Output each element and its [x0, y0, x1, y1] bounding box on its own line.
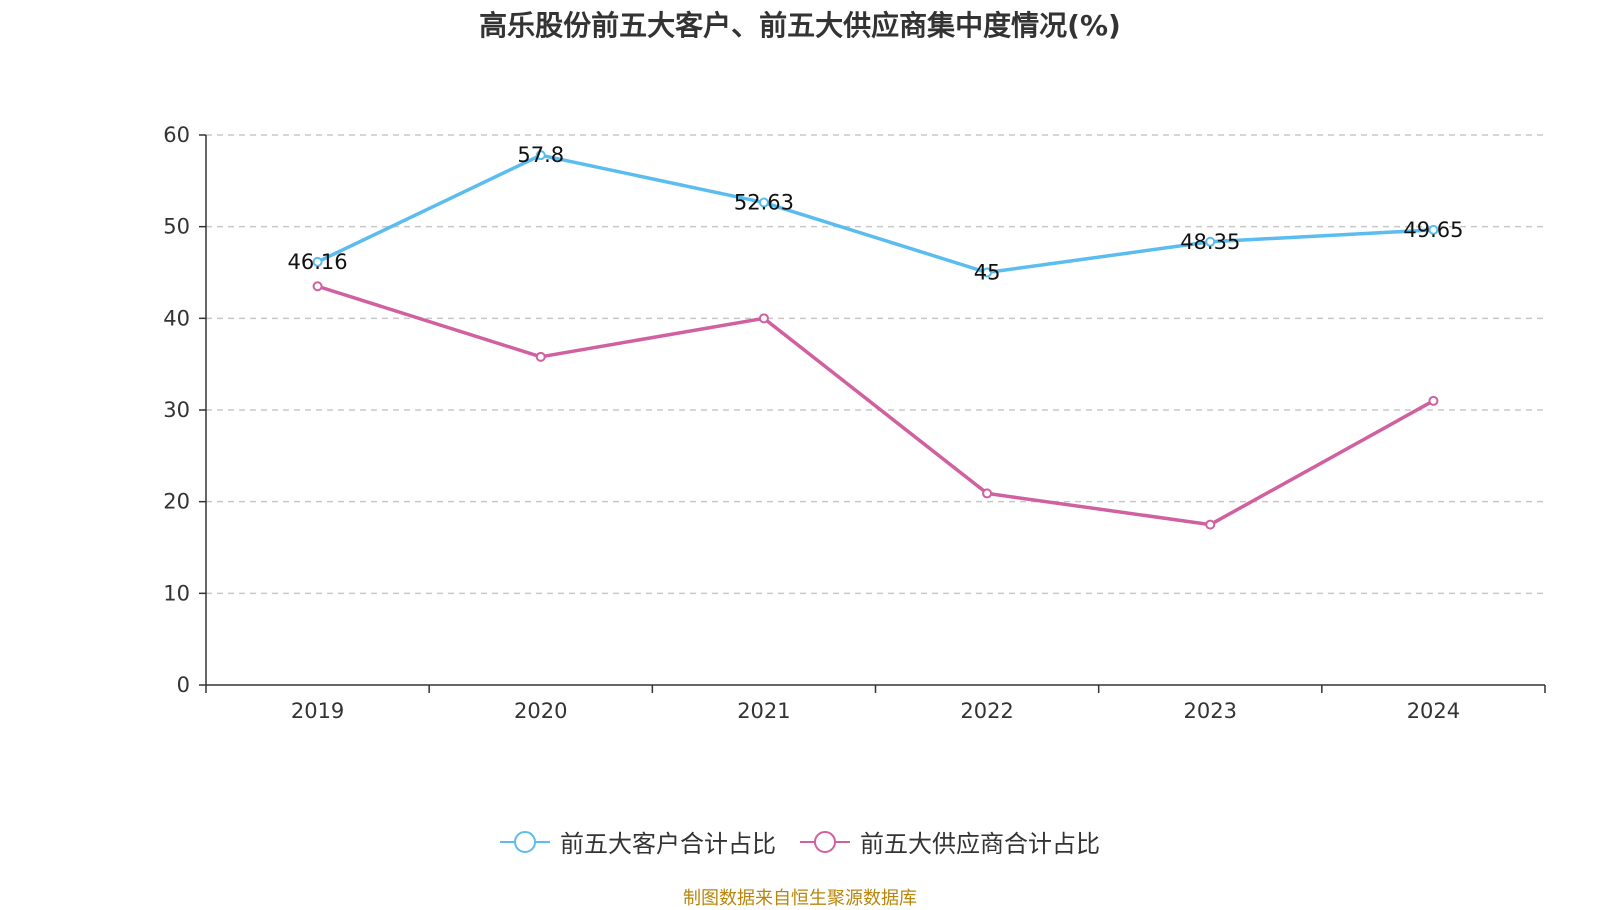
data-point [535, 351, 546, 362]
y-tick-label: 60 [163, 123, 190, 147]
data-label: 45 [974, 261, 1001, 285]
data-label: 48.35 [1180, 230, 1240, 254]
source-note: 制图数据来自恒生聚源数据库 [683, 888, 917, 909]
x-tick-label: 2024 [1407, 699, 1460, 723]
grid-layer [206, 134, 1545, 595]
data-point [312, 281, 323, 292]
series-line-1 [316, 153, 1434, 275]
x-tick-label: 2020 [514, 699, 567, 723]
y-tick-label: 30 [163, 398, 190, 422]
data-label: 49.65 [1403, 218, 1463, 242]
legend-label: 前五大供应商合计占比 [860, 830, 1100, 858]
data-label: 57.8 [517, 143, 564, 167]
y-tick-label: 40 [163, 306, 190, 330]
y-tick-label: 20 [163, 490, 190, 514]
legend-marker-icon [500, 830, 550, 853]
data-label: 46.16 [288, 250, 348, 274]
legend-marker-icon [800, 830, 850, 853]
series-line-2 [317, 284, 1435, 527]
y-tick-label: 10 [163, 581, 190, 605]
data-point [982, 267, 993, 278]
x-tick-label: 2022 [960, 699, 1013, 723]
data-point [758, 313, 769, 324]
data-point [982, 488, 993, 499]
data-label: 52.63 [734, 191, 794, 215]
data-point [535, 150, 546, 161]
legend-label: 前五大客户合计占比 [560, 830, 776, 858]
data-point [1428, 224, 1439, 235]
data-point [1205, 236, 1216, 247]
legend-item-1[interactable]: 前五大客户合计占比 [500, 824, 776, 859]
x-tick-label: 2019 [291, 699, 344, 723]
legend-item-2[interactable]: 前五大供应商合计占比 [800, 824, 1100, 859]
legend: 前五大客户合计占比 前五大供应商合计占比 [0, 824, 1600, 859]
chart-title: 高乐股份前五大客户、前五大供应商集中度情况(%) [479, 9, 1121, 42]
data-point [1428, 395, 1439, 406]
axis-layer: 0 10 20 30 40 50 60 2019 2020 2021 2022 2023 2024 [163, 123, 1546, 723]
data-point [1205, 519, 1216, 530]
x-tick-label: 2023 [1184, 699, 1237, 723]
y-tick-label: 0 [177, 673, 190, 697]
y-tick-label: 50 [163, 215, 190, 239]
x-tick-label: 2021 [737, 699, 790, 723]
data-point [758, 197, 769, 208]
data-point [312, 256, 323, 267]
series-layer [312, 150, 1439, 530]
label-layer: 46.16 57.8 52.63 45 48.35 49.65 [288, 143, 1464, 284]
